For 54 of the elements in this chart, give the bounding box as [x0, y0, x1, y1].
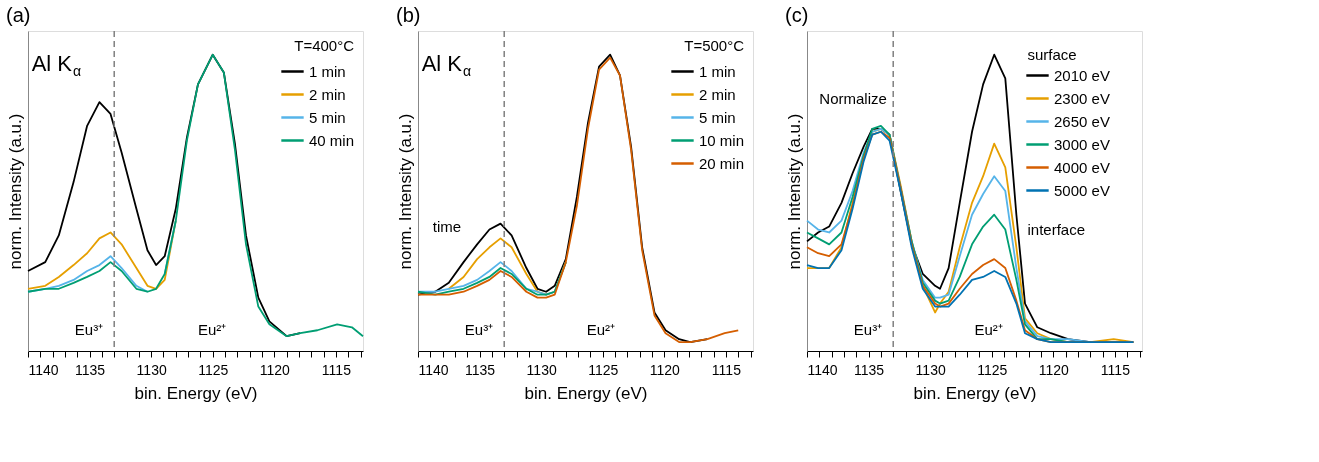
x-tick-label: 1140 — [418, 361, 449, 378]
legend-label: 3000 eV — [1054, 135, 1110, 153]
x-tick-label: 1120 — [1038, 361, 1070, 378]
y-axis-title: norm. Intensity (a.u.) — [395, 113, 415, 270]
legend-label: 5 min — [309, 108, 346, 126]
annotation: Eu³⁺ — [853, 321, 883, 339]
legend-label: 5000 eV — [1054, 181, 1110, 199]
annotation: surface — [1027, 45, 1077, 63]
annotation: Eu³⁺ — [74, 321, 104, 339]
annotation: Eu²⁺ — [586, 321, 616, 339]
annotation: Eu²⁺ — [197, 321, 227, 339]
x-tick-label: 1130 — [526, 361, 557, 378]
annotation: time — [432, 217, 462, 235]
x-tick-label: 1135 — [854, 361, 885, 378]
y-axis-title: norm. Intensity (a.u.) — [784, 113, 804, 270]
annotation: Eu³⁺ — [464, 321, 494, 339]
legend-label: 2010 eV — [1054, 66, 1110, 84]
chart-title: (c) — [785, 4, 809, 27]
x-tick-label: 1135 — [465, 361, 496, 378]
x-tick-label: 1115 — [321, 361, 352, 378]
legend-label: 2 min — [699, 85, 736, 103]
y-axis-title: norm. Intensity (a.u.) — [5, 113, 25, 270]
x-tick-label: 1125 — [977, 361, 1008, 378]
annotation: Eu²⁺ — [974, 321, 1003, 339]
x-axis-title: bin. Energy (eV) — [134, 383, 258, 403]
x-tick-label: 1115 — [711, 361, 742, 378]
x-tick-label: 1125 — [588, 361, 619, 378]
x-tick-label: 1120 — [649, 361, 681, 378]
x-tick-label: 1120 — [259, 361, 291, 378]
chart-title: (b) — [396, 4, 421, 27]
x-tick-label: 1130 — [136, 361, 167, 378]
legend-title: T=400°C — [294, 37, 355, 54]
x-tick-label: 1130 — [915, 361, 946, 378]
legend-label: 40 min — [309, 131, 355, 149]
legend-label: 2300 eV — [1054, 89, 1110, 107]
x-tick-label: 1125 — [198, 361, 229, 378]
annotation: interface — [1027, 220, 1086, 238]
x-tick-label: 1115 — [1100, 361, 1131, 378]
legend-title: T=500°C — [684, 37, 745, 54]
x-tick-label: 1135 — [75, 361, 106, 378]
legend-label: 1 min — [699, 62, 736, 80]
legend-label: 2 min — [309, 85, 346, 103]
legend-label: 20 min — [699, 154, 745, 172]
x-axis-title: bin. Energy (eV) — [913, 383, 1037, 403]
legend-label: 4000 eV — [1054, 158, 1110, 176]
chart-title: (a) — [6, 4, 31, 27]
annotation: Normalize — [819, 90, 887, 108]
legend-label: 5 min — [699, 108, 736, 126]
x-axis-title: bin. Energy (eV) — [524, 383, 648, 403]
x-tick-label: 1140 — [807, 361, 838, 378]
legend-label: 2650 eV — [1054, 112, 1110, 130]
legend-label: 1 min — [309, 62, 346, 80]
x-tick-label: 1140 — [28, 361, 59, 378]
legend-label: 10 min — [699, 131, 745, 149]
